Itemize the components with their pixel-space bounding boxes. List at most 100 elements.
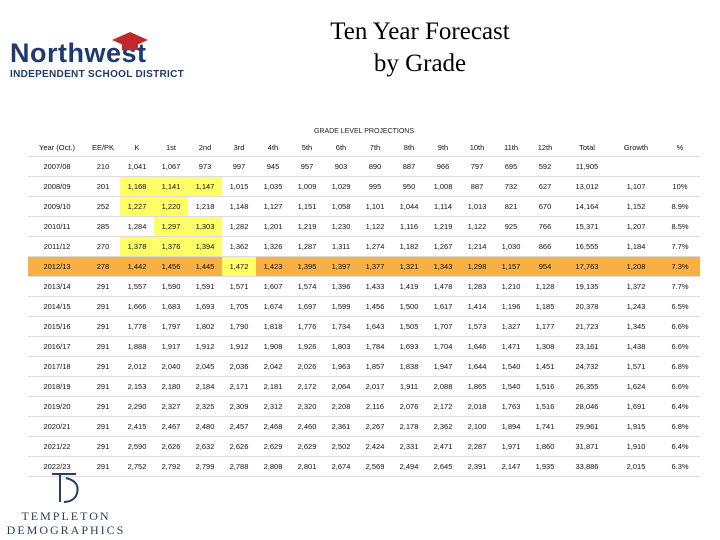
- value-cell: 1,283: [460, 276, 494, 297]
- value-cell: 973: [188, 156, 222, 177]
- value-cell: 1,297: [154, 216, 188, 237]
- value-cell: 2,590: [120, 436, 154, 457]
- value-cell: 1,141: [154, 176, 188, 197]
- value-cell: 1,015: [222, 176, 256, 197]
- value-cell: 1,935: [528, 456, 562, 477]
- value-cell: 1,516: [528, 376, 562, 397]
- value-cell: 24,732: [562, 356, 612, 377]
- value-cell: 1,591: [188, 276, 222, 297]
- value-cell: 1,500: [392, 296, 426, 317]
- value-cell: 1,168: [120, 176, 154, 197]
- value-cell: 1,947: [426, 356, 460, 377]
- value-cell: 2,040: [154, 356, 188, 377]
- value-cell: 6.5%: [660, 296, 700, 317]
- value-cell: 1,219: [426, 216, 460, 237]
- value-cell: 866: [528, 236, 562, 257]
- value-cell: 1,243: [612, 296, 660, 317]
- value-cell: 21,723: [562, 316, 612, 337]
- value-cell: 1,267: [426, 236, 460, 257]
- value-cell: 2,626: [222, 436, 256, 457]
- value-cell: 8.5%: [660, 216, 700, 237]
- value-cell: 6.8%: [660, 356, 700, 377]
- value-cell: 1,445: [188, 256, 222, 277]
- value-cell: 592: [528, 156, 562, 177]
- column-header: Total: [562, 138, 612, 157]
- value-cell: 291: [86, 416, 120, 437]
- column-header: 12th: [528, 138, 562, 157]
- value-cell: 1,790: [222, 316, 256, 337]
- column-header: 9th: [426, 138, 460, 157]
- value-cell: 2,471: [426, 436, 460, 457]
- value-cell: 1,666: [120, 296, 154, 317]
- value-cell: 7.3%: [660, 256, 700, 277]
- value-cell: 10%: [660, 176, 700, 197]
- value-cell: 954: [528, 256, 562, 277]
- value-cell: 1,122: [460, 216, 494, 237]
- year-cell: 2013/14: [28, 276, 86, 297]
- value-cell: 291: [86, 356, 120, 377]
- value-cell: 210: [86, 156, 120, 177]
- value-cell: 1,044: [392, 196, 426, 217]
- value-cell: 1,894: [494, 416, 528, 437]
- value-cell: 1,912: [222, 336, 256, 357]
- value-cell: 2,153: [120, 376, 154, 397]
- value-cell: 2,331: [392, 436, 426, 457]
- column-header: 5th: [290, 138, 324, 157]
- value-cell: 1,818: [256, 316, 290, 337]
- value-cell: 1,763: [494, 396, 528, 417]
- value-cell: 2,792: [154, 456, 188, 477]
- value-cell: 2,015: [612, 456, 660, 477]
- value-cell: 1,607: [256, 276, 290, 297]
- value-cell: 1,395: [290, 256, 324, 277]
- value-cell: 821: [494, 196, 528, 217]
- td-mark: [52, 473, 79, 503]
- value-cell: 1,917: [154, 336, 188, 357]
- value-cell: 1,478: [426, 276, 460, 297]
- value-cell: 2,327: [154, 396, 188, 417]
- value-cell: 2,309: [222, 396, 256, 417]
- value-cell: 1,343: [426, 256, 460, 277]
- value-cell: 7.7%: [660, 276, 700, 297]
- value-cell: 1,926: [290, 336, 324, 357]
- table-row: 2016/17 291 1,888 1,917 1,912 1,912 1,908 1,926…: [28, 336, 700, 357]
- column-header: 2nd: [188, 138, 222, 157]
- column-header: 10th: [460, 138, 494, 157]
- value-cell: 2,391: [460, 456, 494, 477]
- value-cell: 1,599: [324, 296, 358, 317]
- value-cell: 14,164: [562, 196, 612, 217]
- value-cell: 16,555: [562, 236, 612, 257]
- value-cell: 1,472: [222, 256, 256, 277]
- value-cell: 1,311: [324, 236, 358, 257]
- value-cell: 1,210: [494, 276, 528, 297]
- value-cell: 33,886: [562, 456, 612, 477]
- value-cell: 1,396: [324, 276, 358, 297]
- value-cell: 6.8%: [660, 416, 700, 437]
- year-cell: 2018/19: [28, 376, 86, 397]
- value-cell: 1,303: [188, 216, 222, 237]
- firm-line1: TEMPLETON: [21, 509, 111, 523]
- value-cell: 1,185: [528, 296, 562, 317]
- value-cell: [660, 156, 700, 177]
- value-cell: 1,230: [324, 216, 358, 237]
- value-cell: 887: [460, 176, 494, 197]
- value-cell: 6.6%: [660, 316, 700, 337]
- value-cell: 1,471: [494, 336, 528, 357]
- value-cell: 1,067: [154, 156, 188, 177]
- value-cell: 890: [358, 156, 392, 177]
- value-cell: 1,326: [256, 236, 290, 257]
- table-row: 2019/20 291 2,290 2,327 2,325 2,309 2,312 2,320…: [28, 396, 700, 417]
- value-cell: 2,036: [222, 356, 256, 377]
- value-cell: 2,178: [392, 416, 426, 437]
- value-cell: 1,540: [494, 356, 528, 377]
- value-cell: 1,624: [612, 376, 660, 397]
- value-cell: 1,151: [290, 196, 324, 217]
- value-cell: 797: [460, 156, 494, 177]
- value-cell: 1,617: [426, 296, 460, 317]
- value-cell: 31,871: [562, 436, 612, 457]
- value-cell: 1,220: [154, 196, 188, 217]
- value-cell: 887: [392, 156, 426, 177]
- value-cell: 1,284: [120, 216, 154, 237]
- value-cell: 1,776: [290, 316, 324, 337]
- value-cell: 2,184: [188, 376, 222, 397]
